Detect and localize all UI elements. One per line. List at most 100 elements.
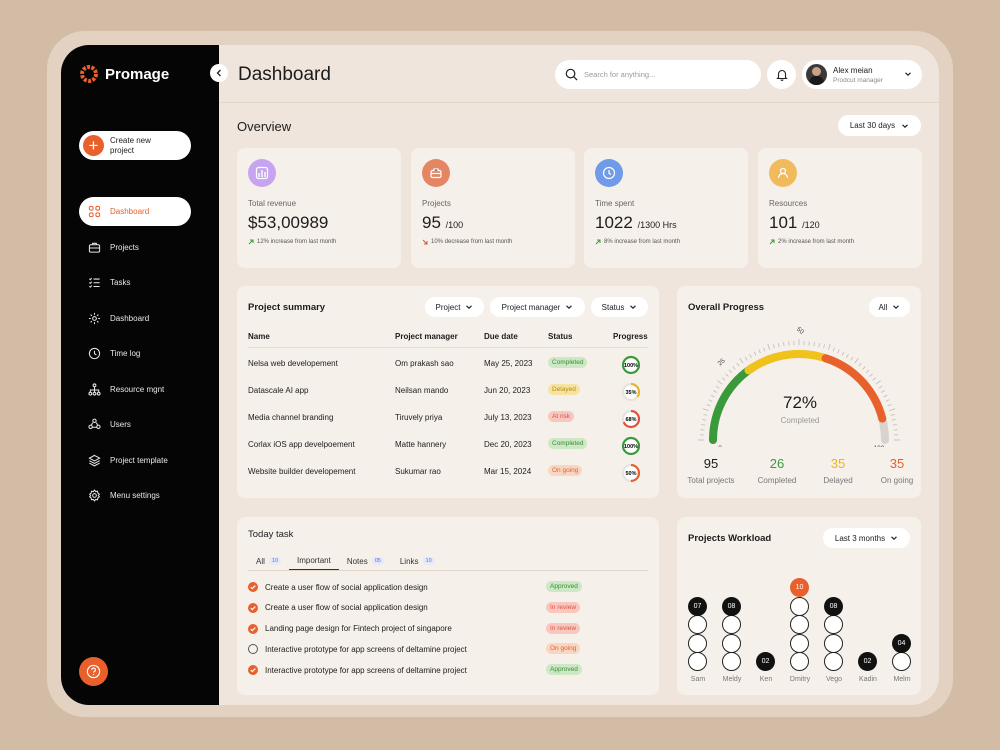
task-item[interactable]: Create a user flow of social application… <box>248 577 608 597</box>
task-item[interactable]: Interactive prototype for app screens of… <box>248 660 608 680</box>
tabs-divider <box>248 570 648 571</box>
tab-count: 05 <box>371 557 384 565</box>
sidebar-item-projects[interactable]: Projects <box>79 233 191 262</box>
sidebar-item-users[interactable]: Users <box>79 410 191 439</box>
chevron-down-icon <box>566 305 573 310</box>
workload-count[interactable]: 08 <box>824 596 843 616</box>
user-menu[interactable]: Alex meian Prodcut manager <box>802 60 922 89</box>
sidebar-item-menu-settings[interactable]: Menu settings <box>79 481 191 510</box>
search-icon <box>565 68 578 81</box>
filter-status[interactable]: Status <box>591 297 648 317</box>
stat-change-text: 10% decrease from last month <box>431 239 513 245</box>
gauge-tick <box>887 404 892 407</box>
table-row[interactable]: Website builder developement Sukumar rao M… <box>248 459 648 486</box>
page-title: Dashboard <box>238 64 331 85</box>
table-row[interactable]: Corlax iOS app develpoement Matte hannery… <box>248 432 648 459</box>
task-item[interactable]: Create a user flow of social application… <box>248 598 608 618</box>
gauge-tick <box>744 356 748 361</box>
progress-text: 68% <box>625 417 636 423</box>
chevron-down-icon <box>893 305 900 310</box>
gauge-tick-label: 100 <box>874 445 885 447</box>
sidebar-item-label: Project template <box>110 455 168 465</box>
sidebar-item-time-log[interactable]: Time log <box>79 339 191 368</box>
search-input[interactable]: Search for anything... <box>555 60 761 89</box>
brand[interactable]: Promage <box>79 64 169 84</box>
gauge-tick <box>813 342 815 347</box>
layers-icon <box>88 454 101 466</box>
status-badge: On going <box>548 465 583 476</box>
progress-stat-label: Completed <box>757 476 797 485</box>
workload-count[interactable]: 02 <box>858 652 877 671</box>
workload-dot <box>824 652 843 671</box>
notifications-button[interactable] <box>767 60 796 89</box>
project-manager: Sukumar rao <box>395 467 441 476</box>
table-row[interactable]: Nelsa web developement Om prakash sao May … <box>248 351 648 378</box>
tab-important[interactable]: Important <box>289 552 339 570</box>
stat-change-text: 2% increase from last month <box>778 239 855 245</box>
progress-ring: 100% <box>621 355 641 375</box>
filter-project[interactable]: Project <box>425 297 484 317</box>
task-checkbox[interactable] <box>248 665 258 676</box>
gauge-tick <box>710 394 715 398</box>
workload-count[interactable]: 08 <box>722 596 741 616</box>
sidebar-item-tasks[interactable]: Tasks <box>79 268 191 297</box>
tab-all[interactable]: All 10 <box>248 552 289 570</box>
column-header-status[interactable]: Status <box>548 332 573 341</box>
task-checkbox[interactable] <box>248 602 258 613</box>
workload-count[interactable]: 10 <box>790 578 809 597</box>
workload-count[interactable]: 04 <box>892 633 911 653</box>
gauge-tick <box>832 347 835 352</box>
stat-value: 101 /120 <box>769 213 911 233</box>
sidebar-item-dashboard[interactable]: Dashboard <box>79 197 191 226</box>
task-item[interactable]: Interactive prototype for app screens of… <box>248 639 608 659</box>
stat-label: Total revenue <box>248 199 297 208</box>
column-header-progress[interactable]: Progress <box>613 332 648 341</box>
workload-count[interactable]: 07 <box>688 596 707 616</box>
progress-stat-value: 26 <box>769 456 785 471</box>
filter-project-manager[interactable]: Project manager <box>490 297 585 317</box>
help-button[interactable] <box>79 657 108 686</box>
sidebar-item-dashboard[interactable]: Dashboard <box>79 304 191 333</box>
column-header-project-manager[interactable]: Project manager <box>395 332 458 341</box>
today-task-title: Today task <box>248 529 294 540</box>
gear-dashboard-icon <box>88 312 101 324</box>
gauge-tick <box>763 347 766 352</box>
sidebar-item-label: Users <box>110 420 131 429</box>
task-status-badge: On going <box>546 643 581 655</box>
overview-range-select[interactable]: Last 30 days <box>838 115 921 136</box>
collapse-sidebar-button[interactable] <box>210 64 228 82</box>
gauge-tick <box>701 424 706 426</box>
column-header-due-date[interactable]: Due date <box>484 332 518 341</box>
table-row[interactable]: Media channel branding Tiruvely priya July… <box>248 405 648 432</box>
sidebar-item-resource-mgnt[interactable]: Resource mgnt <box>79 375 191 404</box>
stat-label: Resources <box>769 199 808 208</box>
gauge-tick <box>883 394 888 398</box>
stat-suffix: /100 <box>445 220 464 230</box>
tab-links[interactable]: Links 10 <box>392 552 443 570</box>
status-badge: Completed <box>548 357 588 368</box>
stat-number: 101 <box>769 213 798 232</box>
create-project-button[interactable]: + Create new project <box>79 131 191 160</box>
sidebar-item-label: Resource mgnt <box>110 384 165 394</box>
gauge-arc-completed <box>709 363 757 444</box>
progress-gauge: 0 25 50 100 <box>698 327 900 447</box>
task-checkbox[interactable] <box>248 644 258 655</box>
workload-range-select[interactable]: Last 3 months <box>823 528 910 548</box>
gauge-tick <box>869 373 873 377</box>
stat-card-resources: Resources 101 /120 2% increase from last m… <box>758 148 922 268</box>
task-item[interactable]: Landing page design for Fintech project … <box>248 619 608 639</box>
status-badge: At risk <box>548 411 575 422</box>
tab-notes[interactable]: Notes 05 <box>339 552 392 570</box>
sidebar-item-project-template[interactable]: Project template <box>79 446 191 475</box>
table-row[interactable]: Datascale AI app Neilsan mando Jun 20, 202… <box>248 378 648 405</box>
task-checkbox[interactable] <box>248 582 258 592</box>
progress-sub: Completed <box>780 416 820 425</box>
workload-count[interactable]: 02 <box>756 652 775 671</box>
workload-name: Melm <box>893 676 911 683</box>
task-checkbox[interactable] <box>248 623 258 634</box>
progress-stat-label: Delayed <box>823 476 853 485</box>
gauge-tick <box>891 419 896 421</box>
task-text: Landing page design for Fintech project … <box>265 624 452 634</box>
column-header-name[interactable]: Name <box>248 332 270 341</box>
progress-filter-select[interactable]: All <box>869 297 910 317</box>
